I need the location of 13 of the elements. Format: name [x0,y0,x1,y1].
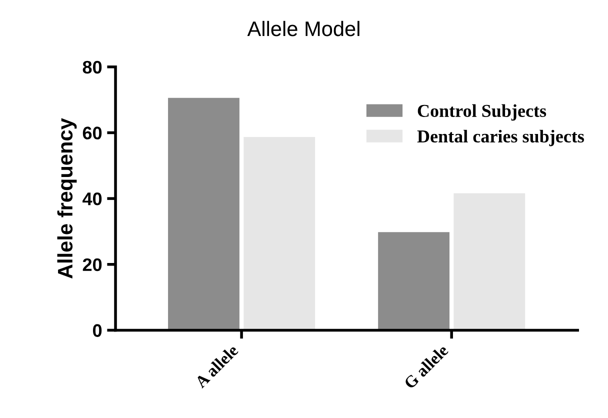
y-axis-title: Allele frequency [57,118,77,278]
bar [168,98,240,330]
bar [378,232,450,330]
legend-label: Control Subjects [418,104,546,121]
y-tick-label: 60 [82,126,102,140]
bar [244,136,316,330]
y-tick-label: 20 [82,258,102,272]
legend-label: Dental caries subjects [417,130,584,146]
bar [454,193,526,330]
y-tick-label: 0 [93,324,102,337]
chart-title: Allele Model [247,20,360,36]
y-tick-label: 40 [82,192,102,206]
y-tick-label: 80 [82,60,102,74]
